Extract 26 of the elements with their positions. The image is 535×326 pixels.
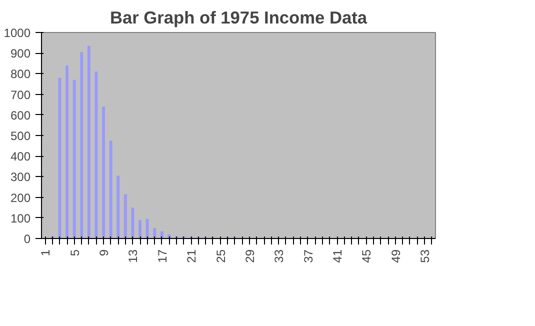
chart-title: Bar Graph of 1975 Income Data — [110, 8, 368, 28]
y-tick-label: 200 — [10, 190, 31, 205]
x-tick-label: 17 — [155, 249, 170, 263]
y-tick-label: 400 — [10, 150, 31, 164]
x-tick-label: 9 — [97, 249, 112, 256]
x-tick-label: 29 — [242, 249, 257, 263]
x-tick-label: 33 — [272, 249, 286, 263]
x-tick-label: 5 — [68, 249, 82, 256]
y-tick-label: 300 — [10, 170, 31, 184]
x-tick-label: 41 — [330, 249, 344, 263]
x-tick-label: 21 — [184, 249, 199, 263]
y-tick-label: 800 — [10, 67, 31, 82]
y-tick-label: 700 — [10, 88, 31, 102]
y-tick-label: 100 — [10, 211, 31, 226]
x-tick-label: 45 — [360, 249, 374, 263]
y-tick-label: 0 — [24, 232, 31, 246]
x-tick-label: 1 — [38, 249, 53, 256]
y-tick-label: 900 — [10, 46, 31, 61]
y-tick-label: 600 — [10, 108, 31, 122]
x-tick-label: 53 — [418, 249, 432, 263]
y-tick-label: 1000 — [4, 26, 31, 40]
x-tick-label: 37 — [301, 249, 316, 263]
x-tick-label: 49 — [388, 249, 403, 263]
x-tick-label: 25 — [214, 249, 228, 263]
x-tick-label: 13 — [126, 249, 140, 263]
y-tick-label: 500 — [10, 129, 31, 143]
